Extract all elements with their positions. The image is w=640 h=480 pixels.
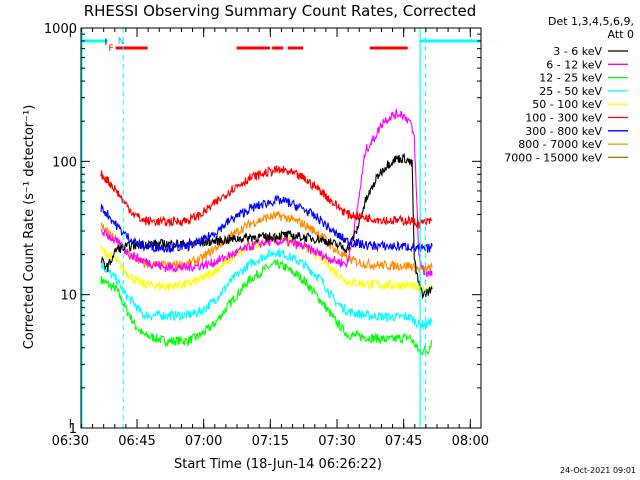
y-tick-label: 100 [52, 155, 77, 170]
x-tick-label: 07:15 [252, 434, 289, 449]
legend-label-6: 300 - 800 keV [525, 125, 602, 138]
legend-label-7: 800 - 7000 keV [518, 138, 602, 151]
plot-frame [80, 27, 482, 429]
x-tick-label: 07:45 [385, 434, 422, 449]
series-line-1 [100, 108, 433, 278]
series-line-2 [100, 259, 433, 357]
legend-label-8: 7000 - 15000 keV [504, 151, 602, 164]
plot-area: I NF 1 10 100 1000 06:30 06:45 07:00 07:15 07:30 07… [44, 22, 489, 449]
x-tick-label: 06:30 [52, 434, 89, 449]
legend-label-4: 50 - 100 keV [532, 98, 602, 111]
chart-title: RHESSI Observing Summary Count Rates, Co… [84, 2, 477, 20]
flag-label-N: N [118, 37, 125, 47]
series-line-6 [100, 194, 433, 254]
legend-label-5: 100 - 300 keV [525, 112, 602, 125]
series-line-3 [100, 248, 433, 330]
series-line-5 [100, 165, 433, 229]
legend-label-1: 6 - 12 keV [546, 58, 602, 71]
y-axis-label: Corrected Count Rate (s⁻¹ detector⁻¹) [22, 105, 37, 350]
flag-label-I: I [105, 38, 108, 48]
flag-label-F: F [108, 44, 113, 54]
x-tick-label: 08:00 [452, 434, 489, 449]
legend-label-3: 25 - 50 keV [539, 85, 602, 98]
footer-date: 24-Oct-2021 09:01 [560, 466, 636, 475]
x-tick-label: 07:30 [318, 434, 355, 449]
legend-header: Det 1,3,4,5,6,9, [548, 15, 634, 28]
y-tick-label: 1 [69, 422, 77, 437]
legend-label-2: 12 - 25 keV [539, 72, 602, 85]
x-tick-label: 07:00 [185, 434, 222, 449]
x-tick-label: 06:45 [118, 434, 155, 449]
y-tick-label: 1000 [44, 22, 77, 37]
y-tick-label: 10 [60, 289, 77, 304]
legend-label-0: 3 - 6 keV [553, 45, 602, 58]
legend-header: Att 0 [608, 28, 634, 41]
x-axis-label: Start Time (18-Jun-14 06:26:22) [174, 457, 382, 472]
